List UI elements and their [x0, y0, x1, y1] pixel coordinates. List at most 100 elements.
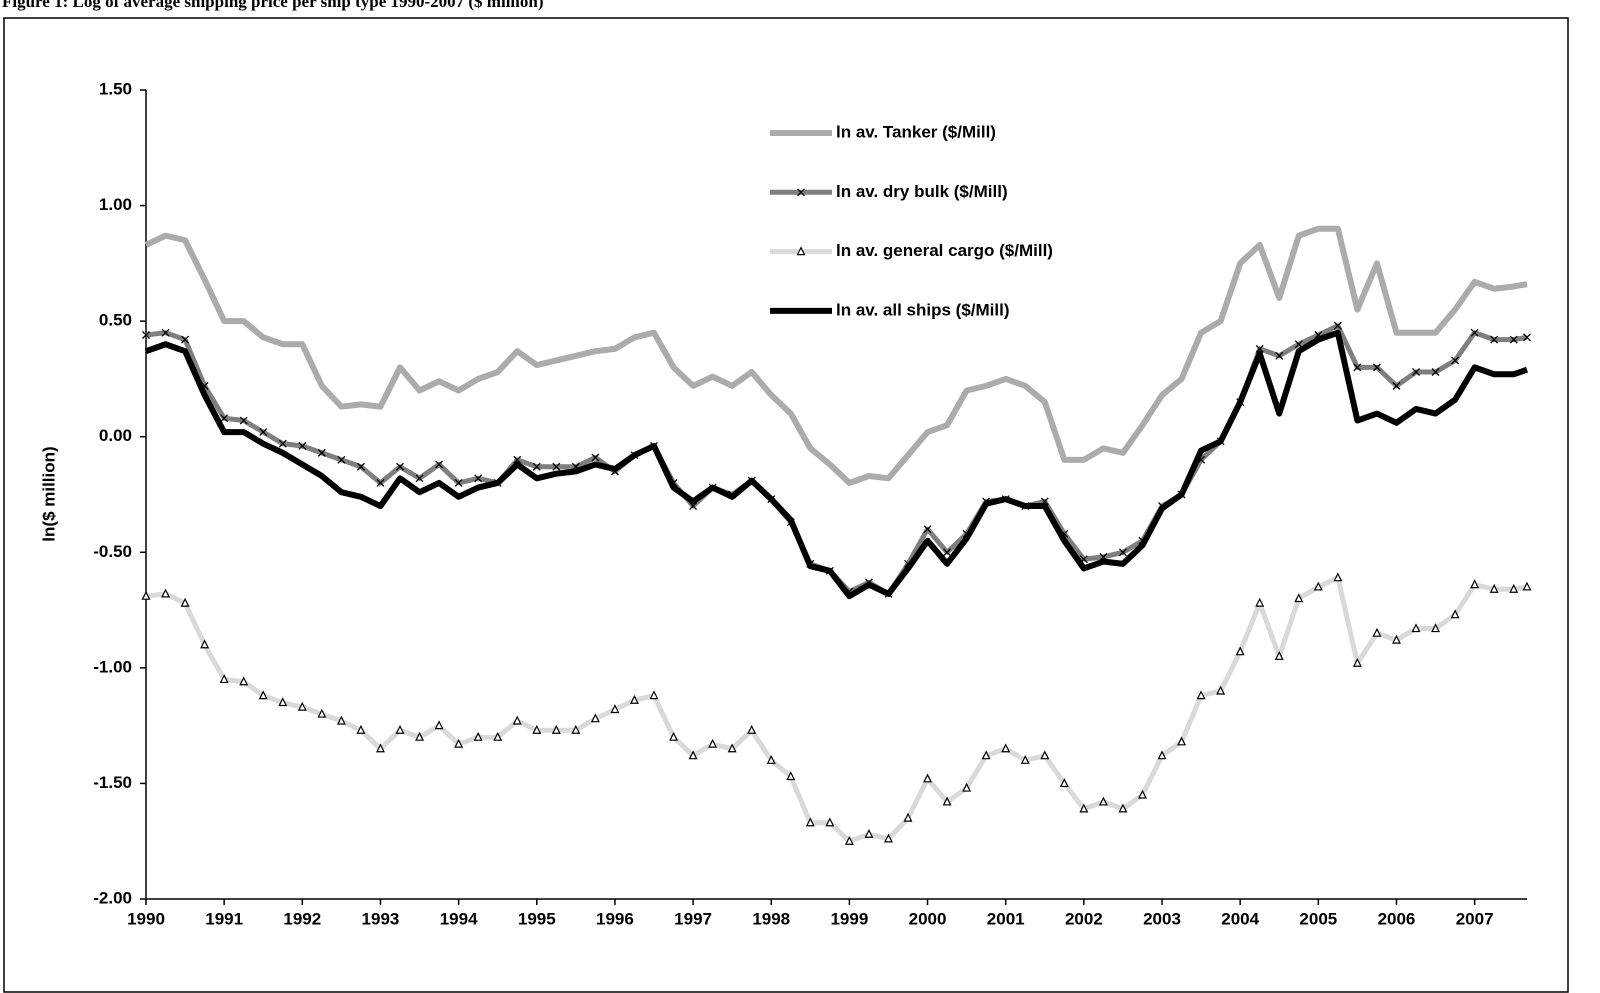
- x-tick-label: 2002: [1065, 909, 1103, 928]
- marker-triangle: [258, 690, 268, 700]
- x-tick-label: 1990: [127, 909, 165, 928]
- marker-x: [1451, 356, 1460, 365]
- marker-triangle: [786, 771, 796, 781]
- marker-triangle: [805, 817, 815, 827]
- marker-triangle: [1411, 623, 1421, 633]
- marker-x: [376, 478, 385, 487]
- marker-triangle: [375, 743, 385, 753]
- marker-x: [396, 462, 404, 471]
- marker-triangle: [200, 639, 210, 649]
- marker-x: [1333, 321, 1342, 330]
- legend-label: ln av. all ships ($/Mill): [836, 300, 1010, 319]
- x-tick-label: 2004: [1221, 909, 1259, 928]
- marker-triangle: [884, 833, 893, 843]
- marker-triangle: [962, 782, 972, 792]
- marker-triangle: [1352, 657, 1362, 667]
- marker-triangle: [1020, 754, 1030, 764]
- x-tick-label: 1998: [752, 909, 790, 928]
- y-tick-label: -1.00: [93, 657, 132, 676]
- marker-x: [161, 328, 170, 337]
- marker-x: [513, 455, 522, 464]
- marker-triangle: [356, 724, 366, 734]
- y-tick-label: 0.00: [99, 426, 132, 445]
- y-axis-label: ln($ million): [39, 446, 58, 541]
- marker-triangle: [766, 754, 776, 764]
- marker-triangle: [278, 697, 288, 707]
- marker-triangle: [1235, 646, 1245, 656]
- series-line: [145, 575, 1528, 844]
- marker-triangle: [161, 588, 171, 598]
- marker-triangle: [473, 731, 483, 741]
- y-tick-label: -0.50: [93, 542, 132, 561]
- marker-triangle: [1059, 778, 1069, 788]
- marker-triangle: [512, 715, 522, 725]
- marker-x: [181, 335, 190, 344]
- marker-x: [239, 416, 248, 425]
- marker-triangle: [1216, 685, 1226, 695]
- marker-x: [1255, 344, 1264, 353]
- marker-triangle: [747, 724, 757, 734]
- marker-triangle: [1522, 581, 1532, 591]
- marker-x: [1523, 333, 1531, 342]
- marker-triangle: [1255, 597, 1265, 607]
- marker-triangle: [590, 713, 600, 723]
- marker-triangle: [903, 812, 913, 822]
- marker-triangle: [1333, 572, 1343, 582]
- marker-triangle: [532, 724, 542, 734]
- marker-triangle: [415, 731, 425, 741]
- marker-triangle: [239, 676, 249, 686]
- y-tick-label: 1.50: [99, 79, 132, 98]
- x-tick-label: 2001: [987, 909, 1025, 928]
- x-tick-label: 1992: [283, 909, 321, 928]
- marker-triangle: [708, 738, 718, 748]
- marker-triangle: [1196, 690, 1206, 700]
- marker-triangle: [796, 246, 806, 256]
- y-tick-label: -1.50: [93, 773, 132, 792]
- marker-triangle: [141, 590, 151, 600]
- marker-x: [415, 474, 424, 483]
- marker-triangle: [551, 724, 561, 734]
- marker-x: [356, 462, 365, 471]
- marker-x: [1392, 381, 1401, 390]
- marker-triangle: [825, 817, 835, 827]
- x-tick-label: 2006: [1378, 909, 1416, 928]
- marker-triangle: [1274, 650, 1284, 660]
- marker-triangle: [180, 597, 190, 607]
- x-tick-label: 2000: [909, 909, 947, 928]
- marker-x: [1275, 351, 1284, 360]
- marker-triangle: [1372, 627, 1382, 637]
- x-tick-label: 1991: [205, 909, 243, 928]
- y-tick-label: 1.00: [99, 195, 132, 214]
- marker-x: [943, 548, 952, 557]
- marker-triangle: [1313, 581, 1323, 591]
- marker-triangle: [1489, 583, 1499, 593]
- series-line: [145, 323, 1528, 597]
- marker-x: [1412, 368, 1420, 376]
- marker-triangle: [1392, 634, 1401, 644]
- marker-x: [1353, 363, 1362, 372]
- x-tick-label: 2005: [1299, 909, 1337, 928]
- chart-title: Figure 1: Log of average shipping price …: [2, 0, 543, 11]
- marker-triangle: [1431, 623, 1441, 633]
- marker-x: [298, 442, 307, 450]
- x-tick-label: 1997: [674, 909, 712, 928]
- marker-x: [474, 474, 483, 483]
- marker-x: [689, 502, 698, 511]
- series-line: [144, 225, 1528, 486]
- marker-x: [1118, 548, 1127, 557]
- series-line: [144, 329, 1528, 600]
- marker-triangle: [454, 738, 464, 748]
- marker-x: [1372, 363, 1381, 372]
- marker-triangle: [395, 724, 405, 734]
- marker-triangle: [571, 724, 581, 734]
- marker-x: [142, 331, 150, 339]
- marker-x: [923, 525, 932, 534]
- marker-x: [317, 448, 326, 457]
- marker-triangle: [688, 750, 698, 760]
- x-tick-label: 1999: [830, 909, 868, 928]
- marker-x: [220, 414, 229, 423]
- marker-triangle: [923, 773, 933, 783]
- marker-x: [532, 462, 541, 471]
